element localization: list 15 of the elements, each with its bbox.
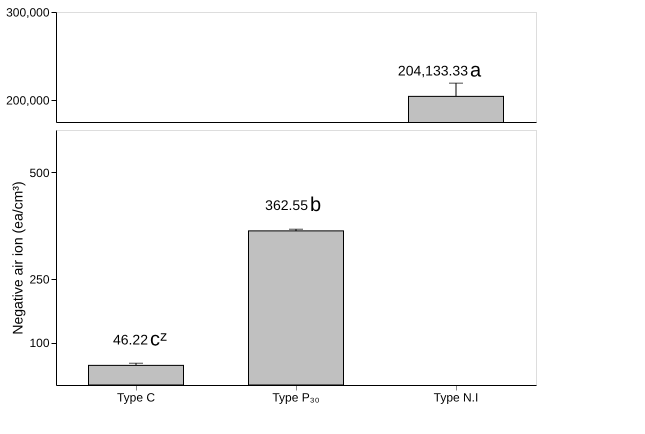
y-tick-label: 200,000 bbox=[6, 94, 50, 108]
x-tick-label: Type C bbox=[116, 390, 156, 404]
annotation: cᶻ bbox=[150, 328, 168, 350]
data-label: 46.22 bbox=[112, 331, 148, 348]
y-tick-label: 300,000 bbox=[6, 6, 50, 20]
x-tick-label: Type P₃₀ bbox=[272, 390, 320, 404]
annotation: b bbox=[310, 194, 322, 216]
y-tick-label: 250 bbox=[29, 272, 50, 286]
y-tick-label: 500 bbox=[29, 166, 50, 180]
annotation: a bbox=[470, 59, 482, 82]
y-tick-label: 100 bbox=[29, 336, 50, 350]
data-label: 362.55 bbox=[265, 196, 308, 213]
y-axis-title: Negative air ion (ea/cm³) bbox=[9, 181, 26, 335]
x-tick-label: Type N.I bbox=[434, 390, 478, 404]
data-label: 204,133.33 bbox=[398, 62, 468, 78]
